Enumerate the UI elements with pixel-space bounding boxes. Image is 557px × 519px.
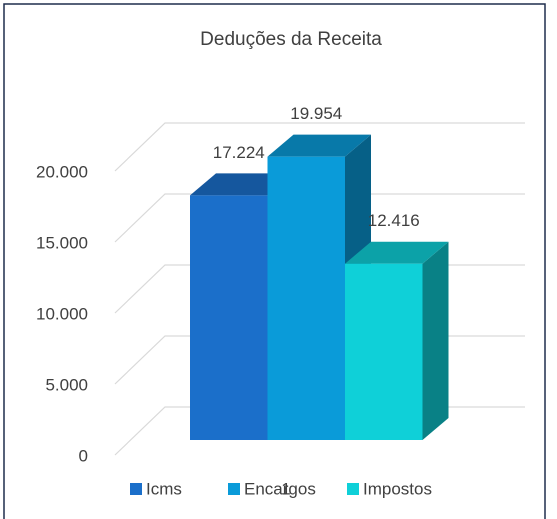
bar [190, 195, 268, 440]
y-tick-label: 15.000 [36, 233, 88, 252]
data-label: 17.224 [213, 143, 265, 162]
legend-label: Icms [146, 479, 182, 498]
bar [345, 263, 423, 440]
data-label: 12.416 [368, 211, 420, 230]
grid-line [114, 122, 525, 172]
y-tick-label: 5.000 [45, 375, 88, 394]
grid-line [114, 193, 525, 243]
legend-swatch [228, 483, 240, 495]
bar-top [345, 241, 449, 264]
legend-swatch [347, 483, 359, 495]
y-tick-label: 0 [79, 446, 88, 465]
bar-side [422, 241, 449, 440]
y-tick-label: 10.000 [36, 304, 88, 323]
y-tick-label: 20.000 [36, 162, 88, 181]
legend-swatch [130, 483, 142, 495]
bar [267, 156, 345, 440]
bar-top [267, 134, 371, 157]
legend-label: Impostos [363, 479, 432, 498]
x-tick-label: 1 [281, 479, 290, 498]
data-label: 19.954 [290, 104, 342, 123]
legend-label: Encargos [244, 479, 316, 498]
chart-title: Deduções da Receita [200, 29, 382, 50]
